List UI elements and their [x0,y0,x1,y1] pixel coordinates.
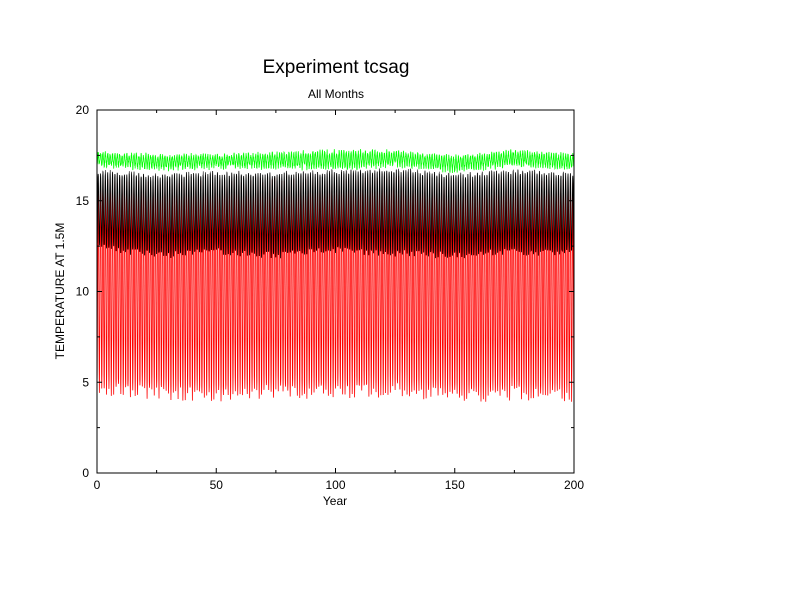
x-tick-label: 50 [210,478,224,492]
tick-layer: 0 50 100 150 200 0 5 10 15 20 [76,103,585,492]
series-line-1 [96,168,575,259]
series-line-2 [96,160,575,178]
series-line-0 [96,175,575,402]
y-tick-label: 0 [82,466,89,480]
y-axis-label: TEMPERATURE AT 1.5M [53,223,67,360]
x-tick-label: 200 [564,478,584,492]
y-tick-label: 15 [76,194,90,208]
x-axis-label: Year [323,494,347,508]
series-layer [96,149,575,402]
chart-title: Experiment tcsag [263,57,410,78]
x-tick-label: 100 [325,478,345,492]
chart-subtitle: All Months [308,87,364,101]
y-tick-label: 5 [82,375,89,389]
series-line-3 [96,149,575,174]
x-tick-label: 150 [445,478,465,492]
x-tick-label: 0 [94,478,101,492]
y-tick-label: 20 [76,103,90,117]
y-tick-label: 10 [76,285,90,299]
